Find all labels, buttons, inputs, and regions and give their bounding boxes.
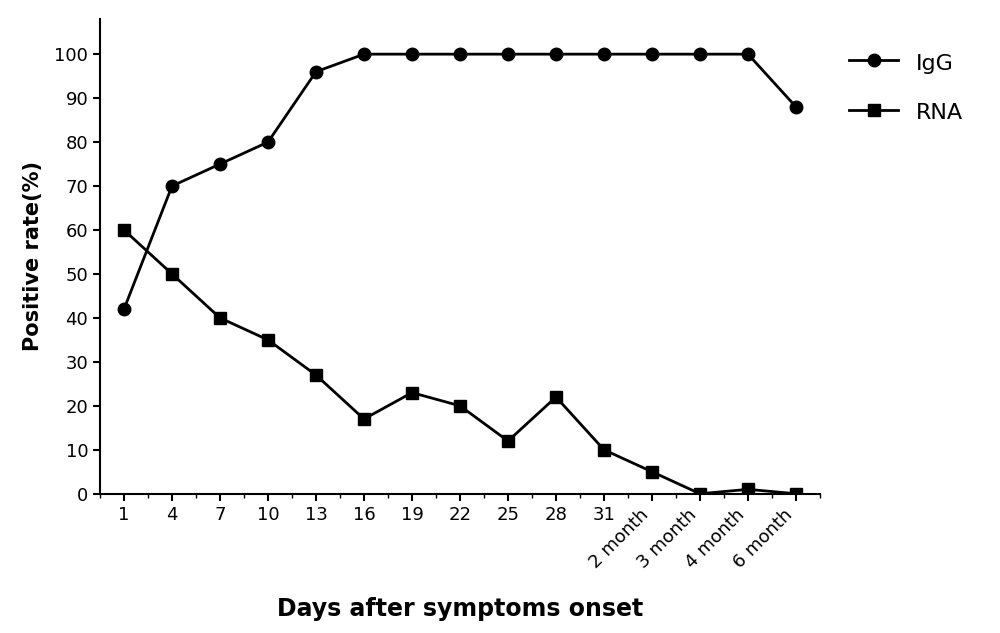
Y-axis label: Positive rate(%): Positive rate(%) <box>23 161 43 351</box>
IgG <box>646 51 658 58</box>
Legend: IgG, RNA: IgG, RNA <box>838 40 974 134</box>
RNA <box>502 437 514 445</box>
RNA <box>742 486 754 493</box>
RNA <box>406 389 418 396</box>
X-axis label: Days after symptoms onset: Days after symptoms onset <box>277 597 643 621</box>
RNA <box>454 402 466 410</box>
RNA <box>118 226 130 234</box>
IgG <box>742 51 754 58</box>
IgG <box>790 103 802 111</box>
RNA <box>358 415 370 423</box>
RNA <box>550 393 562 401</box>
Line: IgG: IgG <box>118 48 802 315</box>
RNA <box>598 446 610 454</box>
Line: RNA: RNA <box>118 225 802 499</box>
RNA <box>646 468 658 475</box>
IgG <box>694 51 706 58</box>
IgG <box>454 51 466 58</box>
RNA <box>694 490 706 498</box>
RNA <box>166 270 178 278</box>
IgG <box>214 160 226 168</box>
IgG <box>502 51 514 58</box>
IgG <box>598 51 610 58</box>
RNA <box>214 314 226 322</box>
IgG <box>358 51 370 58</box>
IgG <box>406 51 418 58</box>
RNA <box>310 371 322 379</box>
IgG <box>550 51 562 58</box>
IgG <box>310 68 322 75</box>
IgG <box>262 138 274 146</box>
IgG <box>118 305 130 313</box>
RNA <box>790 490 802 498</box>
RNA <box>262 336 274 344</box>
IgG <box>166 182 178 190</box>
